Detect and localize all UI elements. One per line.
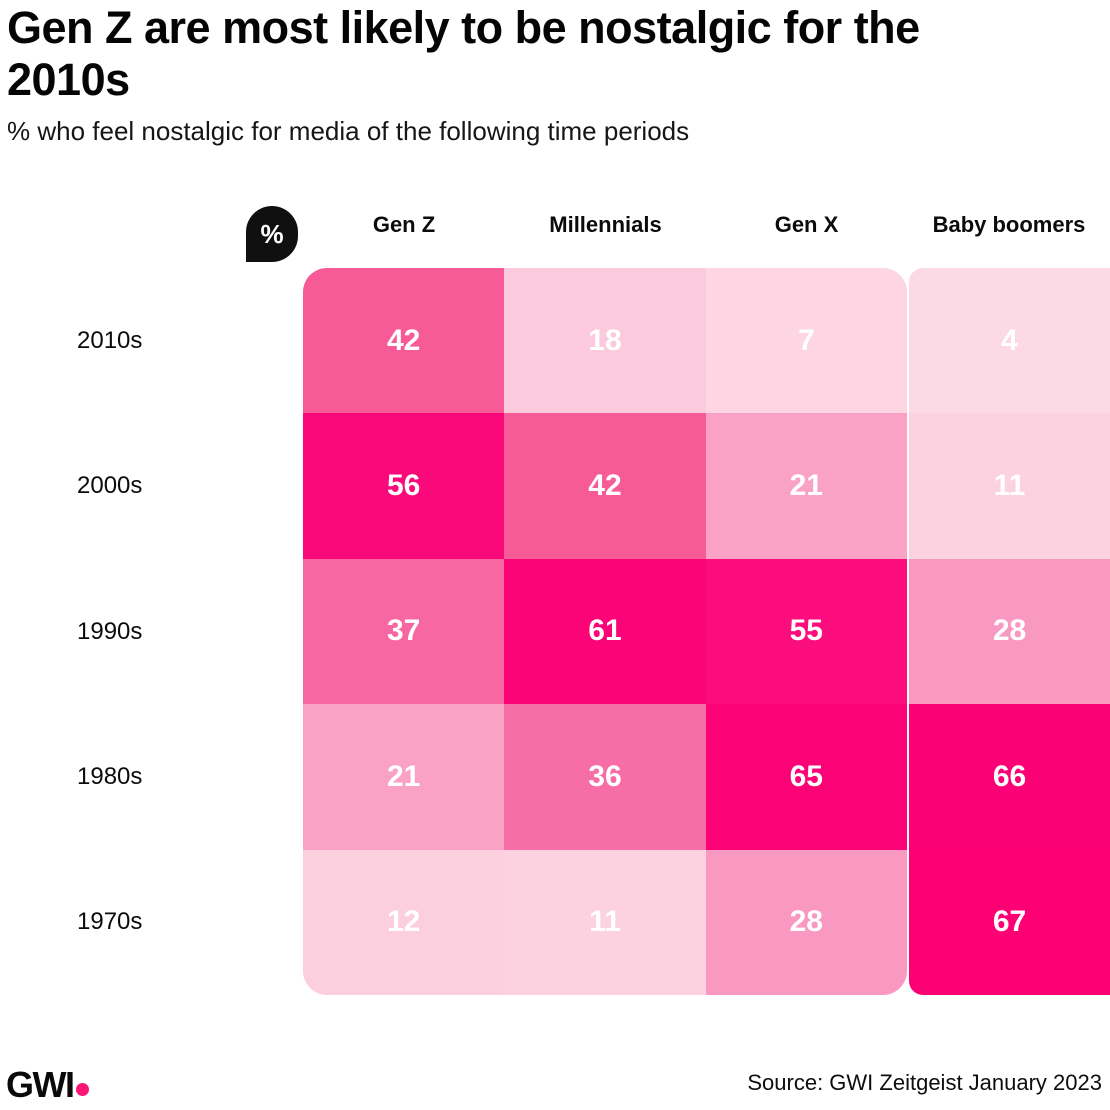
heatmap-baby-boomers-block: 4 11 28 66 67 — [909, 268, 1110, 995]
heatmap-cell-1980s-baby-boomers: 66 — [909, 704, 1110, 850]
heatmap-cell-1990s-millennials: 61 — [504, 558, 706, 705]
column-header-gen-x: Gen X — [774, 212, 839, 237]
page-title: Gen Z are most likely to be nostalgic fo… — [7, 2, 920, 105]
row-label-1990s: 1990s — [77, 618, 143, 645]
percent-badge-icon: % — [246, 206, 298, 262]
heatmap-cell-2000s-baby-boomers: 11 — [909, 413, 1110, 559]
heatmap-cell-1980s-millennials: 36 — [504, 704, 706, 850]
heatmap-cell-1980s-gen-z: 21 — [303, 704, 505, 850]
page-subtitle: % who feel nostalgic for media of the fo… — [7, 116, 690, 146]
source-text: Source: GWI Zeitgeist January 2023 — [747, 1070, 1102, 1095]
heatmap-cell-1970s-gen-x: 28 — [705, 849, 907, 995]
heatmap-cell-2010s-gen-x: 7 — [705, 268, 907, 414]
heatmap-cell-2000s-gen-z: 56 — [303, 413, 505, 559]
heatmap-cell-1970s-baby-boomers: 67 — [909, 849, 1110, 995]
heatmap-cell-1970s-millennials: 11 — [504, 849, 706, 995]
heatmap-cell-2010s-gen-z: 42 — [303, 268, 505, 414]
heatmap-cell-1990s-gen-x: 55 — [705, 558, 907, 705]
gwi-logo-text: GWI — [6, 1064, 75, 1105]
gwi-logo: GWI — [6, 1064, 90, 1106]
column-header-gen-z: Gen Z — [372, 212, 436, 237]
heatmap-cell-1980s-gen-x: 65 — [705, 704, 907, 850]
heatmap-cell-1970s-gen-z: 12 — [303, 849, 505, 995]
column-header-millennials: Millennials — [549, 212, 662, 237]
heatmap-cell-2010s-baby-boomers: 4 — [909, 268, 1110, 414]
row-label-2010s: 2010s — [77, 327, 143, 354]
column-header-baby-boomers: Baby boomers — [932, 212, 1086, 237]
heatmap-cell-2010s-millennials: 18 — [504, 268, 706, 414]
row-label-1970s: 1970s — [77, 908, 143, 935]
heatmap-cell-2000s-gen-x: 21 — [705, 413, 907, 559]
row-label-2000s: 2000s — [77, 472, 143, 499]
heatmap-cell-1990s-gen-z: 37 — [303, 558, 505, 705]
percent-badge-label: % — [260, 218, 284, 249]
heatmap-main-block: 42 18 7 56 42 21 37 61 55 21 36 65 12 11 28 — [303, 268, 907, 995]
heatmap-cell-1990s-baby-boomers: 28 — [909, 558, 1110, 705]
heatmap-cell-2000s-millennials: 42 — [504, 413, 706, 559]
row-label-1980s: 1980s — [77, 763, 143, 790]
gwi-logo-dot-icon — [76, 1083, 90, 1096]
